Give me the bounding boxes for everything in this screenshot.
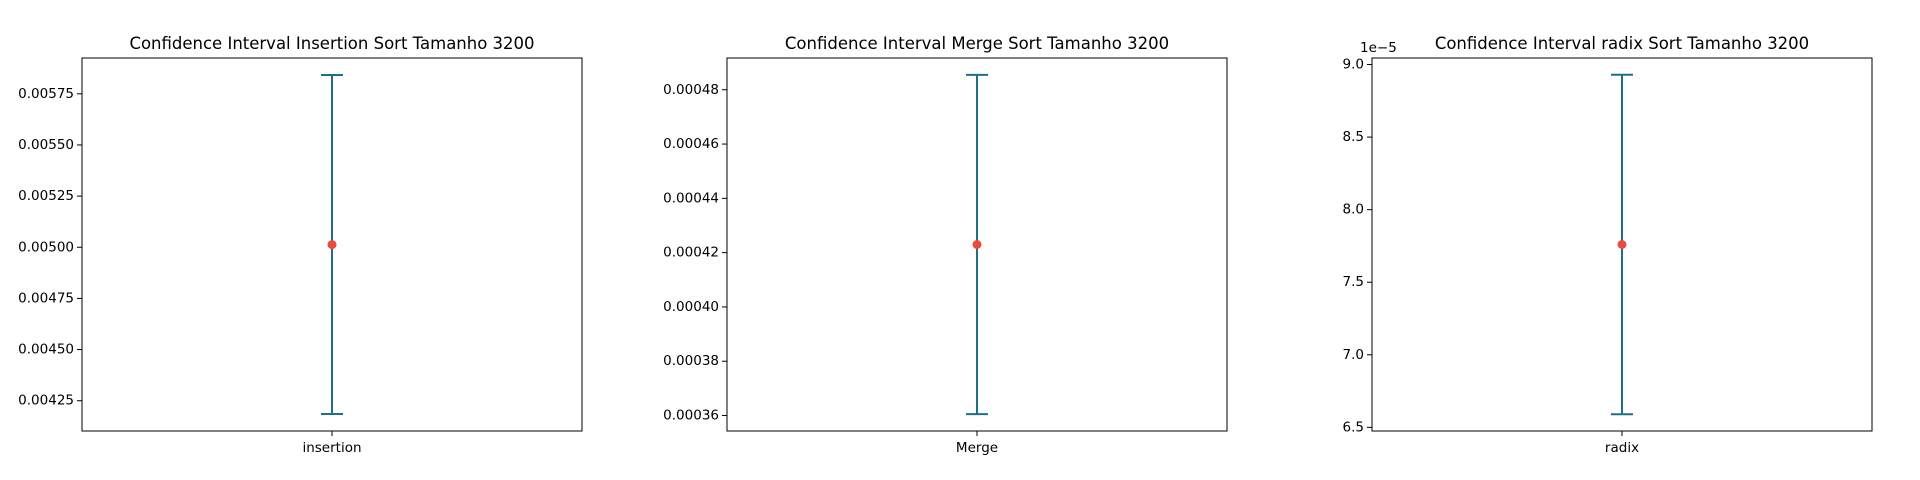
y-tick-label: 0.00046: [663, 136, 719, 152]
chart-panel-3: Confidence Interval radix Sort Tamanho 3…: [1343, 34, 1873, 456]
y-tick-label: 0.00036: [663, 408, 719, 424]
mean-point: [327, 240, 337, 250]
y-tick-label: 6.5: [1343, 419, 1364, 435]
chart-panel-1: Confidence Interval Insertion Sort Taman…: [18, 34, 583, 456]
y-tick-label: 0.00044: [663, 190, 719, 206]
y-tick-label: 0.00040: [663, 299, 719, 315]
chart-panel-2: Confidence Interval Merge Sort Tamanho 3…: [663, 34, 1228, 456]
y-tick-label: 0.00575: [18, 86, 74, 102]
chart-title: Confidence Interval Insertion Sort Taman…: [129, 34, 534, 53]
axes-frame: [726, 57, 1228, 432]
y-offset-label: 1e−5: [1360, 40, 1397, 56]
axes-frame: [1371, 57, 1873, 432]
x-tick-label: Merge: [956, 440, 998, 456]
axes-frame: [81, 57, 583, 432]
x-tick-label: insertion: [302, 440, 361, 456]
y-tick-label: 0.00450: [18, 342, 74, 358]
y-tick-label: 7.0: [1343, 347, 1364, 363]
y-tick-label: 0.00042: [663, 245, 719, 261]
y-tick-label: 0.00475: [18, 290, 74, 306]
y-tick-label: 0.00550: [18, 137, 74, 153]
y-tick-label: 0.00038: [663, 353, 719, 369]
y-tick-label: 8.0: [1343, 202, 1364, 218]
y-tick-label: 8.5: [1343, 129, 1364, 145]
y-tick-label: 0.00525: [18, 188, 74, 204]
mean-point: [972, 240, 982, 249]
y-tick-label: 7.5: [1343, 274, 1364, 290]
chart-title: Confidence Interval Merge Sort Tamanho 3…: [785, 34, 1169, 53]
y-tick-label: 0.00425: [18, 393, 74, 409]
y-tick-label: 0.00048: [663, 82, 719, 98]
mean-point: [1617, 240, 1627, 249]
chart-title: Confidence Interval radix Sort Tamanho 3…: [1435, 34, 1809, 53]
y-tick-label: 9.0: [1343, 57, 1364, 73]
y-tick-label: 0.00500: [18, 239, 74, 255]
x-tick-label: radix: [1605, 440, 1639, 456]
